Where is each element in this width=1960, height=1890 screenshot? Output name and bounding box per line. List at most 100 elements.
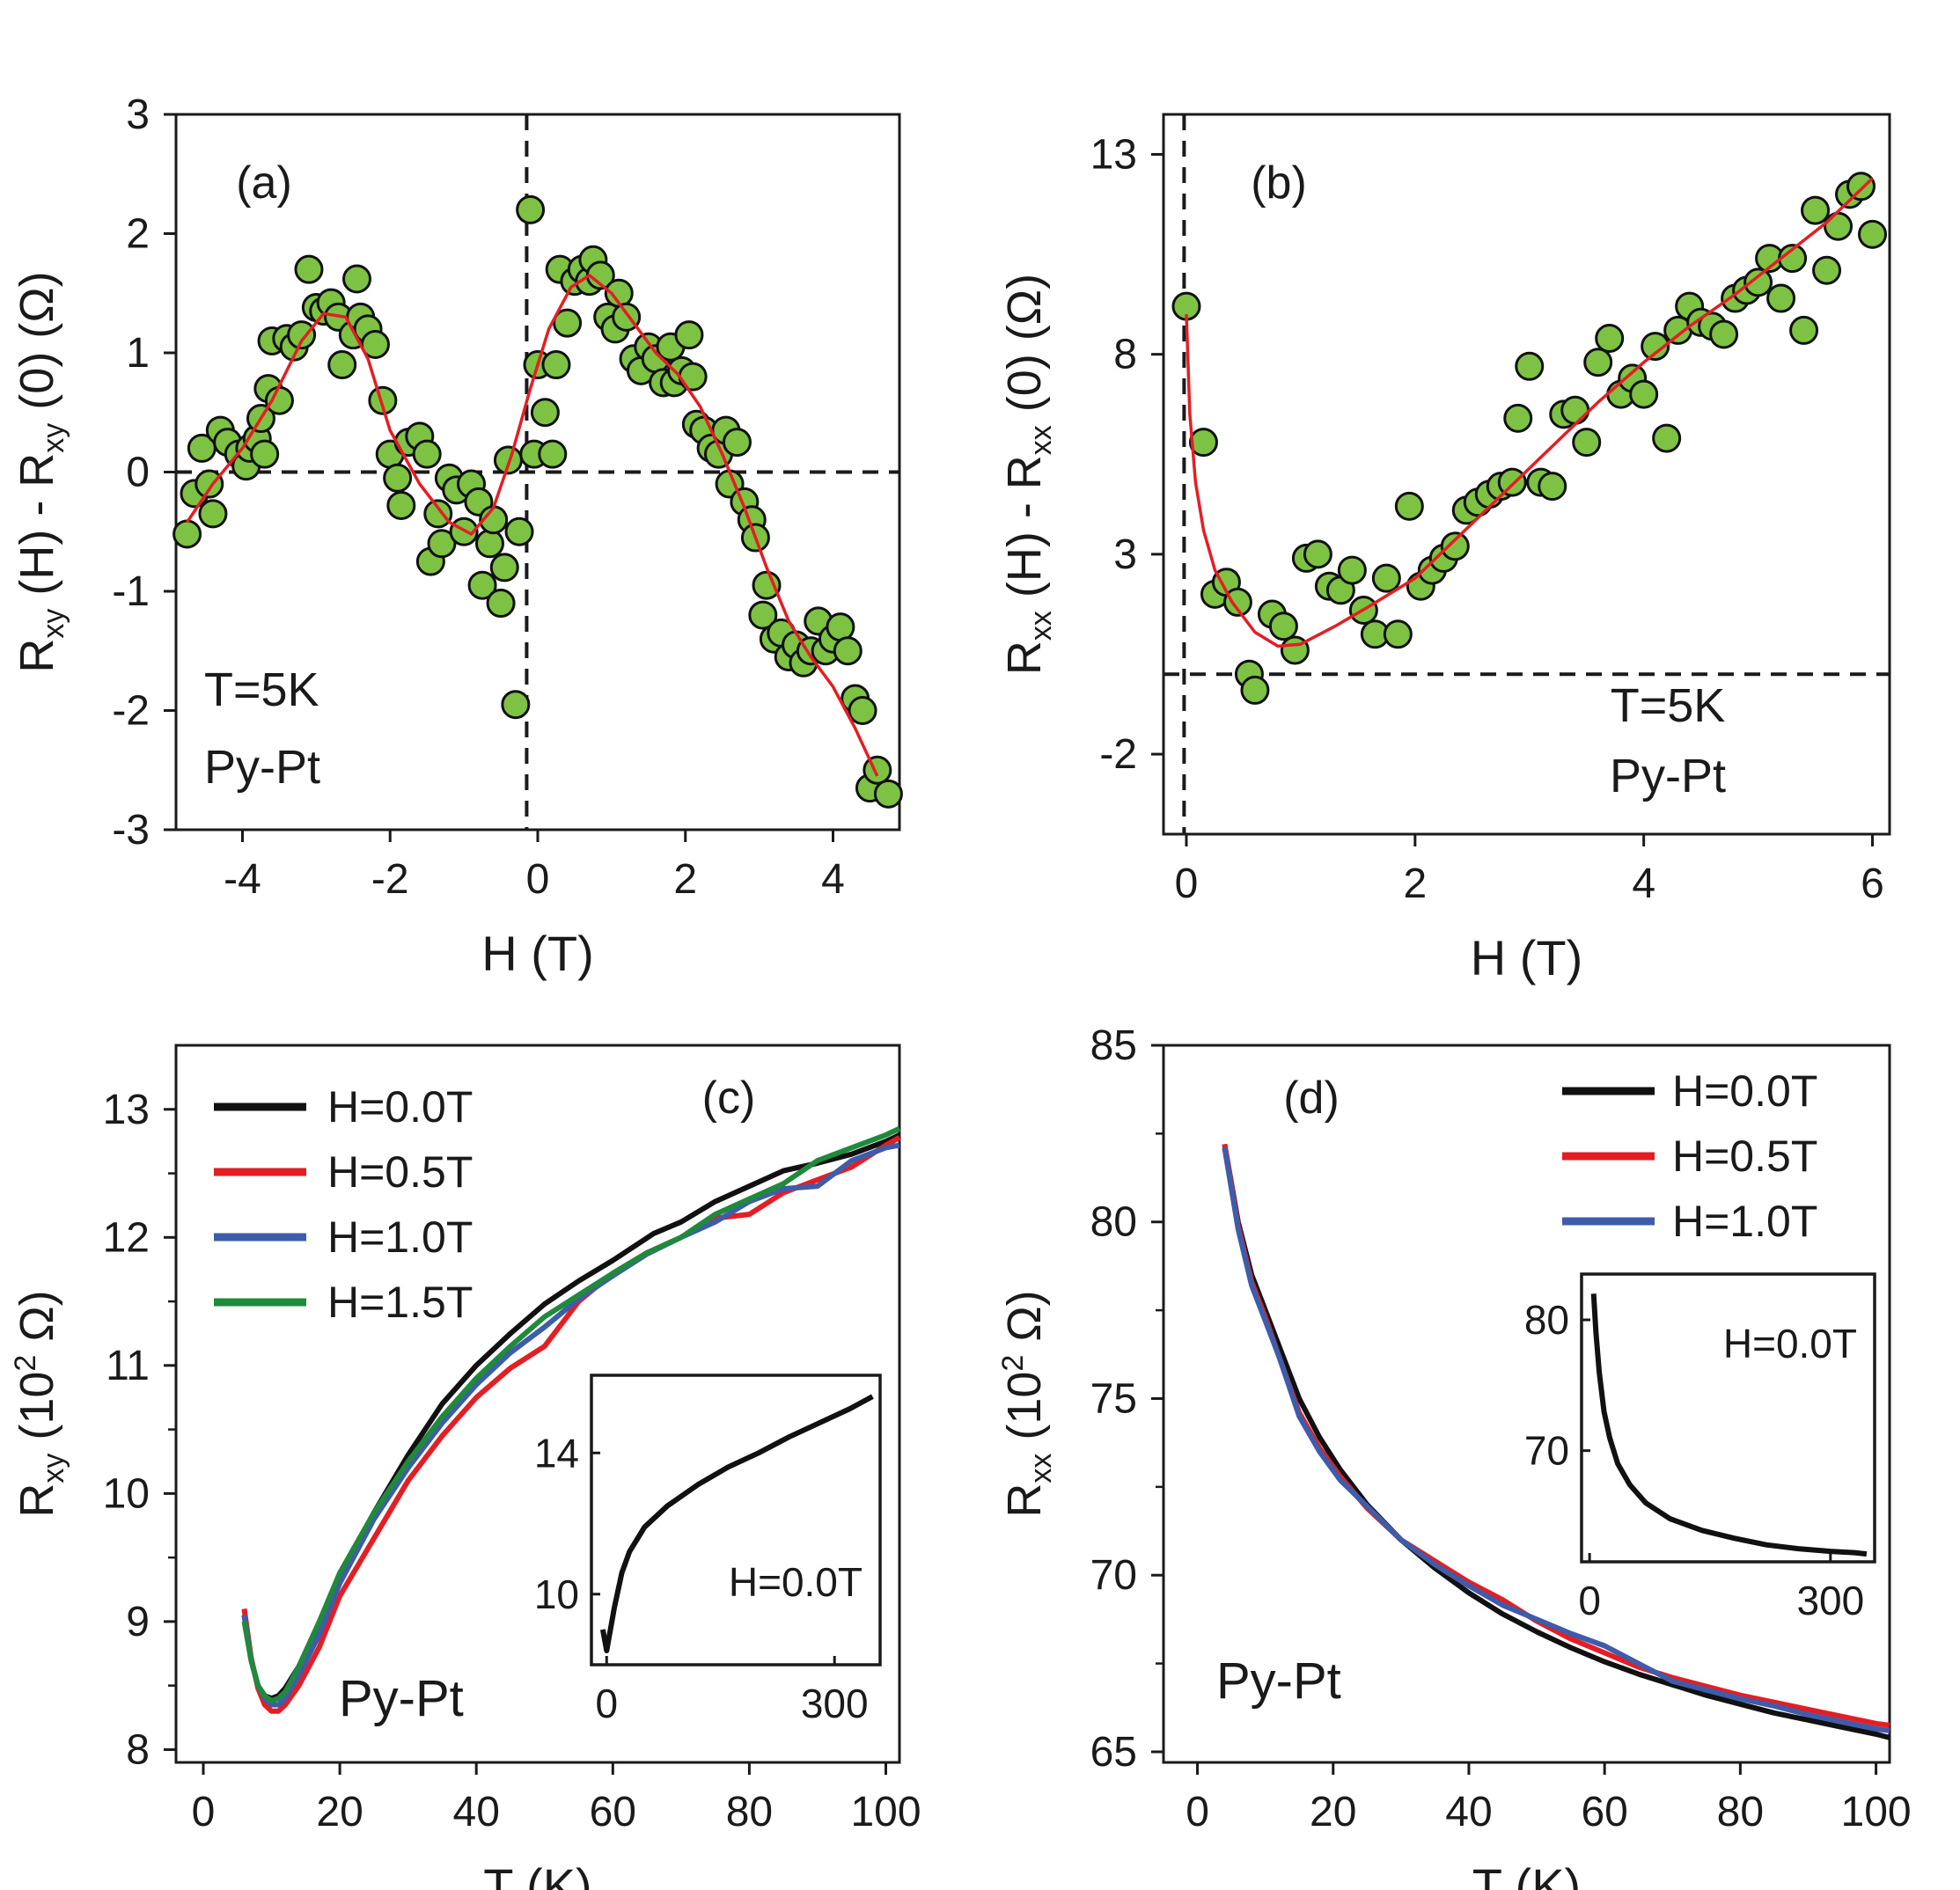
data-point bbox=[474, 529, 504, 559]
data-point bbox=[489, 553, 519, 582]
data-point bbox=[1371, 563, 1401, 593]
y-axis-label: Rxy (102 Ω) bbox=[9, 1290, 70, 1517]
inset-line bbox=[1590, 1293, 1868, 1557]
y-tick-label: 80 bbox=[1090, 1199, 1137, 1246]
data-point bbox=[1743, 267, 1773, 297]
plot-frame bbox=[1162, 113, 1891, 836]
data-point bbox=[1595, 323, 1625, 353]
x-axis-label: H (T) bbox=[481, 926, 594, 981]
panel-a: -4 -2 0 2 4 -3 -2 -1 0 1 2 3 H (T) Rxy (H) - Rxy (0) … bbox=[11, 92, 903, 981]
data-point bbox=[1846, 172, 1876, 201]
panel-label: (a) bbox=[236, 158, 292, 209]
data-point bbox=[195, 469, 224, 499]
y-tick-label: -1 bbox=[112, 568, 150, 615]
y-axis-label: Rxx (102 Ω) bbox=[996, 1290, 1058, 1517]
data-point bbox=[1337, 555, 1367, 585]
x-tick-label: 2 bbox=[673, 856, 697, 903]
y-tick-label: 2 bbox=[126, 211, 150, 258]
data-point bbox=[368, 385, 398, 415]
x-tick-label: 80 bbox=[1717, 1789, 1764, 1835]
data-point bbox=[173, 519, 202, 549]
legend-label: H=1.0T bbox=[327, 1212, 473, 1262]
x-tick-label: 100 bbox=[1841, 1789, 1912, 1835]
data-point bbox=[423, 499, 453, 529]
x-tick-label: 100 bbox=[850, 1789, 921, 1835]
panel-label: (d) bbox=[1283, 1073, 1340, 1124]
data-point bbox=[1858, 219, 1888, 249]
y-tick-label: 13 bbox=[103, 1087, 150, 1133]
y-tick-label: 3 bbox=[126, 92, 150, 138]
inset-x-tick-label: 0 bbox=[595, 1681, 618, 1726]
data-point bbox=[294, 254, 324, 284]
data-point bbox=[504, 516, 534, 546]
data-point bbox=[1812, 255, 1842, 285]
y-tick-label: -2 bbox=[1099, 731, 1137, 778]
y-axis-label-part: (10 bbox=[11, 1372, 63, 1454]
y-tick-label: 9 bbox=[126, 1599, 150, 1645]
inset-line bbox=[599, 1394, 874, 1653]
data-point bbox=[342, 264, 371, 294]
data-point bbox=[501, 690, 531, 720]
x-tick-label: 2 bbox=[1403, 861, 1427, 907]
x-tick-label: 6 bbox=[1861, 861, 1884, 907]
series-line bbox=[241, 1142, 900, 1708]
data-point bbox=[863, 755, 892, 785]
series-line bbox=[1222, 1143, 1890, 1740]
data-point bbox=[264, 385, 294, 415]
legend-label: H=0.5T bbox=[1672, 1132, 1817, 1181]
y-tick-label: 13 bbox=[1090, 131, 1137, 178]
inset-y-tick-label: 70 bbox=[1524, 1428, 1569, 1474]
y-axis-label-part: xy bbox=[37, 1454, 70, 1483]
y-tick-label: 11 bbox=[106, 1343, 150, 1389]
y-tick-label: 70 bbox=[1090, 1552, 1137, 1599]
inset-label: H=0.0T bbox=[729, 1559, 863, 1605]
series-line bbox=[1222, 1146, 1890, 1733]
x-tick-label: 20 bbox=[1310, 1789, 1356, 1835]
data-point bbox=[530, 398, 560, 428]
data-point bbox=[412, 439, 442, 469]
y-axis-label-part: (0) (Ω) bbox=[11, 271, 63, 422]
series-line bbox=[241, 1135, 901, 1714]
y-axis-label-part: Ω) bbox=[11, 1290, 63, 1354]
data-point bbox=[486, 589, 516, 619]
y-tick-label: 10 bbox=[103, 1470, 150, 1517]
y-axis-label-part: (10 bbox=[998, 1372, 1051, 1454]
legend-label: H=0.5T bbox=[327, 1147, 473, 1197]
data-point bbox=[360, 330, 390, 360]
data-point bbox=[1652, 423, 1682, 453]
x-tick-label: 0 bbox=[1186, 1789, 1209, 1835]
x-axis-label: T (K) bbox=[1472, 1858, 1581, 1890]
inset-frame bbox=[590, 1374, 882, 1667]
legend-label: H=1.0T bbox=[1672, 1197, 1817, 1246]
x-tick-label: 60 bbox=[1581, 1789, 1627, 1835]
x-tick-label: 20 bbox=[316, 1789, 363, 1835]
panel-label: (c) bbox=[702, 1073, 756, 1124]
data-point bbox=[1766, 283, 1796, 313]
inset-y-tick-label: 14 bbox=[534, 1430, 579, 1476]
inset-y-tick-label: 10 bbox=[534, 1571, 579, 1617]
inset-x-tick-label: 300 bbox=[1796, 1578, 1864, 1623]
data-point bbox=[1709, 319, 1739, 349]
data-point bbox=[1560, 395, 1590, 425]
data-point bbox=[427, 529, 457, 559]
y-axis-label-part: R bbox=[998, 641, 1051, 675]
legend-label: H=1.5T bbox=[327, 1278, 473, 1327]
annotation: Py-Pt bbox=[339, 1670, 464, 1727]
y-axis-label-part: xx bbox=[1024, 425, 1058, 455]
data-point bbox=[1572, 428, 1602, 458]
y-tick-label: 1 bbox=[126, 330, 150, 377]
data-point bbox=[1641, 332, 1670, 362]
inset-x-tick-label: 0 bbox=[1578, 1578, 1601, 1623]
x-tick-label: 40 bbox=[453, 1789, 500, 1835]
y-tick-label: -2 bbox=[112, 688, 150, 735]
data-point bbox=[250, 439, 280, 469]
data-point bbox=[327, 350, 357, 380]
inset-label: H=0.0T bbox=[1723, 1321, 1857, 1366]
x-tick-label: 4 bbox=[1632, 861, 1655, 907]
y-tick-label: 8 bbox=[1113, 332, 1137, 378]
data-point bbox=[833, 636, 863, 666]
y-tick-label: 65 bbox=[1090, 1729, 1137, 1776]
data-point bbox=[1515, 351, 1545, 381]
y-tick-label: 85 bbox=[1090, 1022, 1137, 1069]
